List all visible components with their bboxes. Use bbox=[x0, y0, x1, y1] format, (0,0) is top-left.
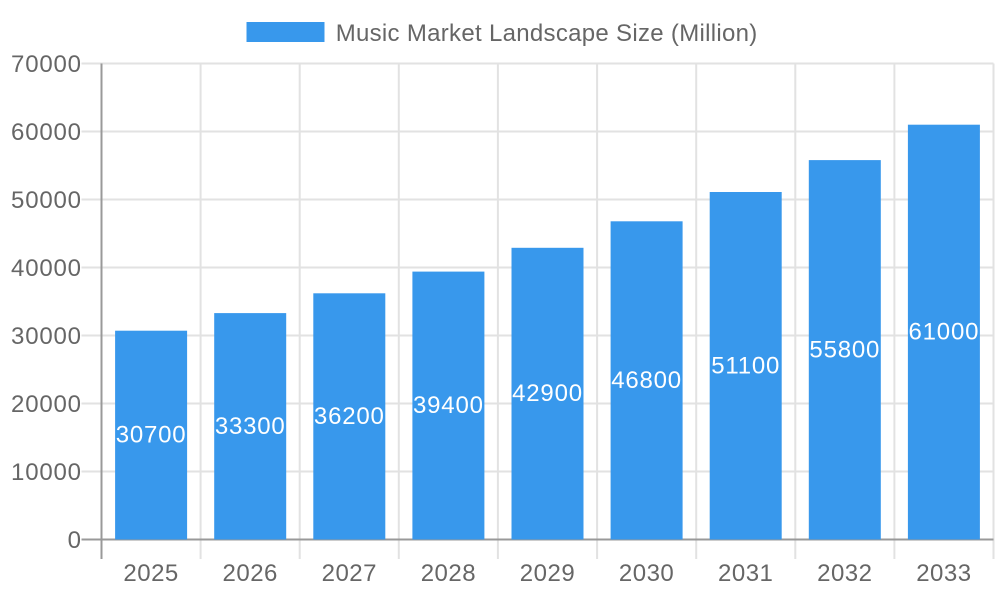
svg-text:2031: 2031 bbox=[718, 560, 773, 587]
svg-text:2028: 2028 bbox=[421, 560, 476, 587]
svg-text:2027: 2027 bbox=[322, 560, 377, 587]
svg-text:50000: 50000 bbox=[11, 187, 82, 214]
svg-text:42900: 42900 bbox=[512, 380, 583, 407]
svg-text:10000: 10000 bbox=[11, 459, 82, 486]
svg-text:51100: 51100 bbox=[711, 352, 780, 379]
svg-text:40000: 40000 bbox=[11, 255, 82, 282]
svg-text:60000: 60000 bbox=[11, 119, 82, 146]
svg-text:30700: 30700 bbox=[116, 422, 187, 449]
svg-text:2026: 2026 bbox=[223, 560, 278, 587]
svg-text:30000: 30000 bbox=[11, 323, 82, 350]
svg-text:2025: 2025 bbox=[123, 560, 178, 587]
svg-text:36200: 36200 bbox=[314, 403, 385, 430]
svg-text:2032: 2032 bbox=[817, 560, 872, 587]
svg-text:2030: 2030 bbox=[619, 560, 674, 587]
svg-text:33300: 33300 bbox=[215, 413, 286, 440]
svg-text:39400: 39400 bbox=[413, 392, 484, 419]
svg-text:Music Market Landscape Size (M: Music Market Landscape Size (Million) bbox=[336, 20, 758, 47]
svg-text:70000: 70000 bbox=[11, 51, 82, 78]
svg-text:2033: 2033 bbox=[916, 560, 971, 587]
svg-text:20000: 20000 bbox=[11, 391, 82, 418]
svg-text:46800: 46800 bbox=[611, 367, 682, 394]
svg-text:61000: 61000 bbox=[909, 319, 980, 346]
svg-text:55800: 55800 bbox=[809, 336, 880, 363]
svg-text:0: 0 bbox=[68, 527, 82, 554]
svg-text:2029: 2029 bbox=[520, 560, 575, 587]
